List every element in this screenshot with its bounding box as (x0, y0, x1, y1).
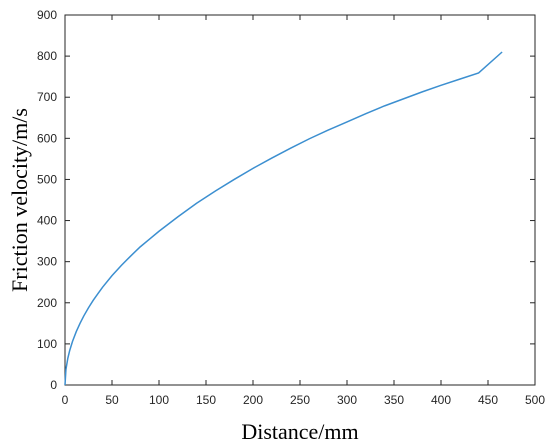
x-tick-label: 350 (384, 393, 404, 407)
y-tick-label: 900 (37, 8, 57, 22)
y-tick-label: 300 (37, 255, 57, 269)
y-tick-label: 100 (37, 337, 57, 351)
y-tick-label: 200 (37, 296, 57, 310)
x-tick-label: 500 (525, 393, 545, 407)
y-tick-label: 500 (37, 172, 57, 186)
plot-area-border (64, 14, 536, 386)
y-tick-label: 400 (37, 214, 57, 228)
x-tick-label: 0 (62, 393, 69, 407)
x-tick-label: 250 (290, 393, 310, 407)
x-axis-ticks: 0 50 100 150 200 250 300 350 400 450 500 (62, 15, 545, 407)
plot-frame (64, 14, 536, 386)
y-axis-title: Friction velocity/m/s (7, 108, 32, 292)
x-tick-label: 100 (149, 393, 169, 407)
y-tick-label: 800 (37, 49, 57, 63)
x-tick-label: 150 (196, 393, 216, 407)
y-tick-label: 700 (37, 90, 57, 104)
y-axis-ticks: 0 100 200 300 400 500 600 700 800 900 (37, 8, 535, 392)
y-tick-label: 0 (50, 378, 57, 392)
x-axis-title: Distance/mm (241, 419, 358, 444)
x-tick-label: 450 (478, 393, 498, 407)
x-tick-label: 300 (337, 393, 357, 407)
y-tick-label: 600 (37, 131, 57, 145)
x-tick-label: 50 (105, 393, 119, 407)
series-layer (64, 51, 503, 386)
x-tick-label: 400 (431, 393, 451, 407)
x-tick-label: 200 (243, 393, 263, 407)
series-line (64, 51, 503, 386)
